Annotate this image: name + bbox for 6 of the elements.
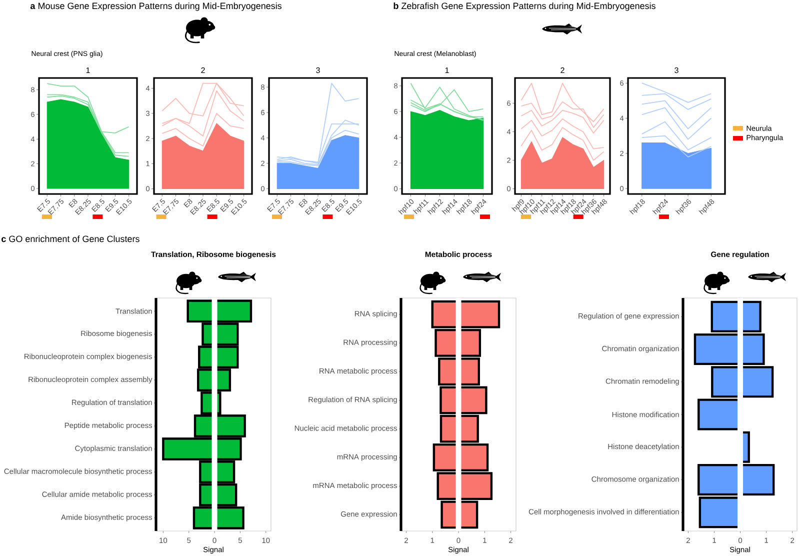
- text: c GO enrichment of Gene Clusters: [2, 235, 140, 242]
- text: a Mouse Gene Expression Patterns during Mid-Embryogenesis: [30, 2, 282, 11]
- chart-title: 1: [445, 67, 449, 73]
- chart-title: 2: [201, 67, 205, 73]
- chart-title: 2: [560, 67, 564, 73]
- text: b Zebrafish Gene Expression Patterns during Mid-Embryogenesis: [394, 2, 656, 11]
